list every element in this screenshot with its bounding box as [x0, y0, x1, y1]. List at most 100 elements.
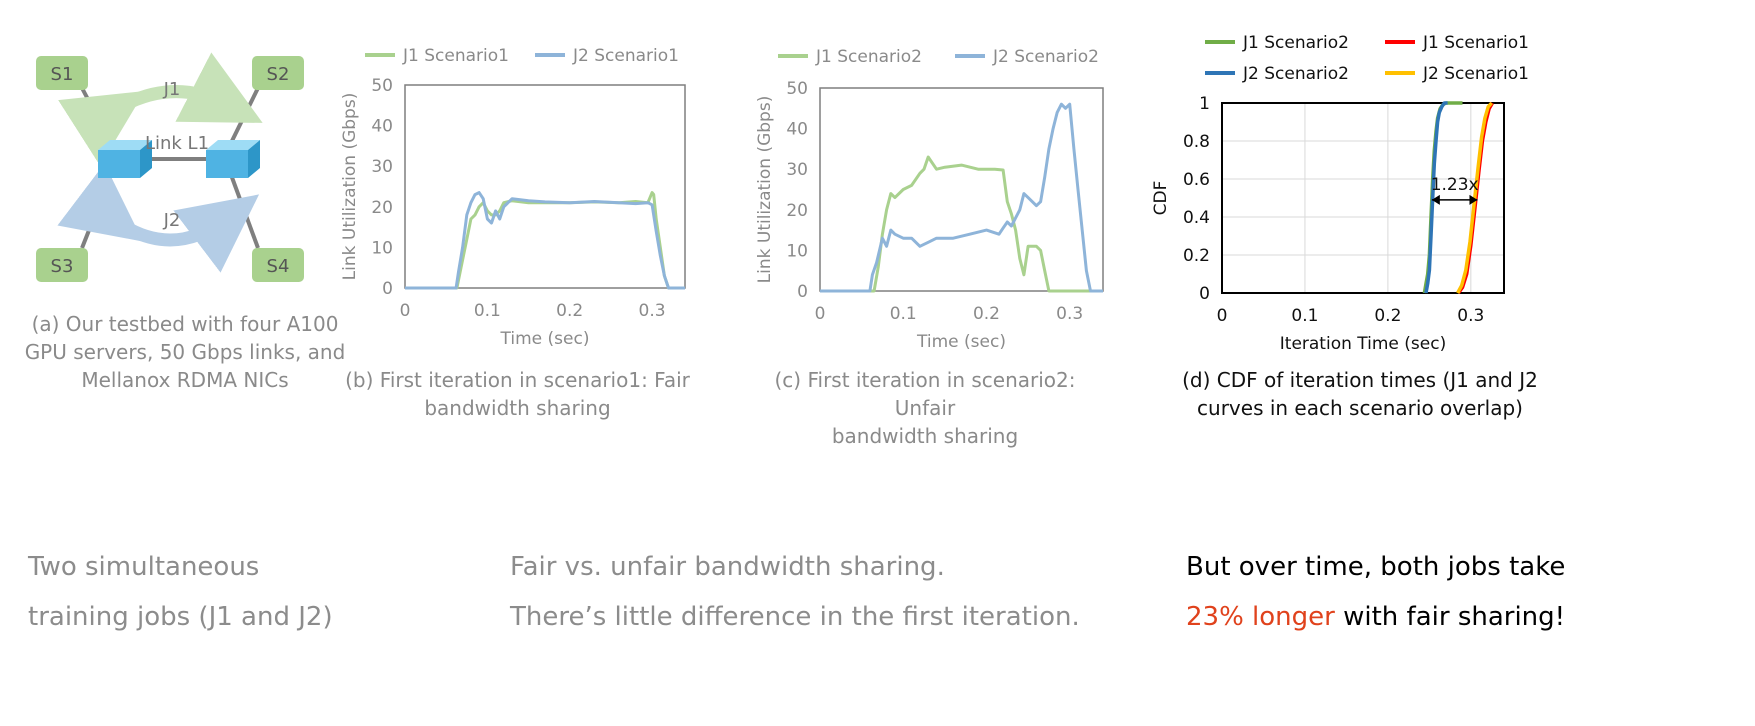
chart-c-xtick-0: 0 — [815, 304, 826, 324]
chart-c-ytick-4: 40 — [786, 120, 808, 140]
caption-d-line1: (d) CDF of iteration times (J1 and J2 — [1182, 368, 1538, 392]
footer-right-bold: both jobs — [1380, 552, 1501, 582]
caption-b: (b) First iteration in scenario1: Fair b… — [340, 366, 695, 422]
chart-c-series-line-1 — [820, 102, 1103, 293]
caption-b-line2: bandwidth sharing — [424, 396, 611, 420]
link-s2-switch — [228, 87, 260, 146]
chart-d-legend-label-0: J1 Scenario2 — [1242, 33, 1349, 53]
chart-b-ytick-0: 0 — [382, 279, 393, 299]
chart-b-xtick-1: 0.1 — [474, 301, 501, 321]
caption-c-line2: bandwidth sharing — [831, 424, 1019, 448]
caption-a-line3: Mellanox RDMA NICs — [81, 368, 289, 392]
caption-d-line2: curves in each scenario overlap) — [1197, 396, 1523, 420]
server-s3 — [36, 248, 88, 282]
chart-b-ylabel: Link Utilization (Gbps) — [340, 93, 360, 281]
server-s2 — [252, 56, 304, 90]
chart-c-ytick-3: 30 — [786, 160, 808, 180]
caption-a-line1: (a) Our testbed with four A100 — [31, 312, 339, 336]
testbed-diagram: S1 S2 S3 S4 J1 J2 Link L1 — [36, 52, 304, 282]
footer-right: But over time, both jobs take 23% longer… — [1186, 542, 1565, 642]
chart-d-annotation-head-left — [1431, 194, 1440, 205]
chart-b-series-line-1 — [405, 191, 685, 290]
footer-middle-line1: Fair vs. unfair bandwidth sharing. — [510, 552, 945, 582]
server-s1 — [36, 56, 88, 90]
footer-left-line1: Two simultaneous — [28, 552, 260, 582]
chart-d-xtick-0: 0 — [1217, 306, 1228, 326]
caption-b-line1: (b) First iteration in scenario1: Fair — [345, 368, 690, 392]
chart-c-series-line-0 — [820, 155, 1103, 293]
chart-b-ytick-5: 50 — [371, 76, 393, 96]
chart-b-legend-label-0: J1 Scenario1 — [402, 46, 509, 66]
job2-label: J2 — [163, 210, 181, 231]
link-s3-switch — [80, 171, 114, 249]
chart-c-legend-label-0: J1 Scenario2 — [815, 47, 922, 67]
link-l1-label: Link L1 — [145, 133, 209, 154]
chart-b-ytick-2: 20 — [371, 198, 393, 218]
chart-c-ytick-1: 10 — [786, 241, 808, 261]
chart-c-xtick-3: 0.3 — [1056, 304, 1083, 324]
chart-d-xlabel: Iteration Time (sec) — [1280, 334, 1446, 354]
caption-d: (d) CDF of iteration times (J1 and J2 cu… — [1170, 366, 1550, 422]
chart-c-plot-frame — [819, 87, 1104, 292]
switch-left-icon — [98, 140, 152, 178]
chart-c-xtick-1: 0.1 — [890, 304, 917, 324]
footer-right-accent: 23% longer — [1186, 602, 1335, 632]
chart-c-ytick-5: 50 — [786, 79, 808, 99]
chart-d-annotation-head-right — [1469, 194, 1478, 205]
footer-right-part1: But over time, — [1186, 552, 1381, 582]
chart-c-ytick-0: 0 — [797, 282, 808, 302]
chart-b-xlabel: Time (sec) — [500, 329, 590, 349]
chart-b-ytick-3: 30 — [371, 157, 393, 177]
footer-middle-line2: There’s little difference in the first i… — [510, 602, 1080, 632]
chart-c-legend-label-1: J2 Scenario2 — [992, 47, 1099, 67]
footer-right-part2: take — [1500, 552, 1566, 582]
server-s3-label: S3 — [51, 256, 74, 277]
footer-left-line2: training jobs (J1 and J2) — [28, 602, 333, 632]
chart-d-xtick-1: 0.1 — [1291, 306, 1318, 326]
chart-d-series-line-3 — [1456, 101, 1493, 294]
chart-d-legend-label-3: J2 Scenario1 — [1422, 64, 1529, 84]
link-s1-switch — [80, 87, 114, 146]
chart-c-xtick-2: 0.2 — [973, 304, 1000, 324]
job1-label: J1 — [163, 79, 181, 100]
footer-right-line1: But over time, both jobs take — [1186, 542, 1565, 592]
switch-right-icon — [206, 140, 260, 178]
chart-d-ytick-4: 0.8 — [1183, 132, 1210, 152]
job1-arrow-icon — [58, 52, 263, 166]
chart-d-series-line-2 — [1424, 101, 1448, 294]
chart-c-ylabel: Link Utilization (Gbps) — [755, 96, 775, 284]
chart-d-ylabel: CDF — [1151, 181, 1171, 216]
chart-b-ytick-4: 40 — [371, 117, 393, 137]
chart-c-ytick-2: 20 — [786, 201, 808, 221]
footer-right-part3: with fair sharing! — [1334, 602, 1566, 632]
chart-c-xlabel: Time (sec) — [916, 332, 1006, 352]
footer-middle: Fair vs. unfair bandwidth sharing. There… — [510, 542, 1080, 642]
chart-b: 0 10 20 30 40 50 0 0.1 0.2 0.3 Time (sec) Link Util… — [340, 46, 686, 349]
chart-d-ytick-3: 0.6 — [1183, 170, 1210, 190]
server-s4-label: S4 — [267, 256, 290, 277]
caption-c-line1: (c) First iteration in scenario2: Unfair — [774, 368, 1076, 420]
chart-d-legend-label-1: J1 Scenario1 — [1422, 33, 1529, 53]
caption-c: (c) First iteration in scenario2: Unfair… — [745, 366, 1105, 450]
chart-b-xtick-3: 0.3 — [639, 301, 666, 321]
chart-b-xtick-0: 0 — [400, 301, 411, 321]
server-s4 — [252, 248, 304, 282]
chart-c: 0 10 20 30 40 50 0 0.1 0.2 0.3 Time (sec) Link Util… — [755, 47, 1104, 352]
caption-a-line2: GPU servers, 50 Gbps links, and — [24, 340, 346, 364]
server-s1-label: S1 — [51, 64, 74, 85]
job2-arrow-icon — [57, 163, 260, 273]
chart-d-xtick-3: 0.3 — [1457, 306, 1484, 326]
chart-d-legend-label-2: J2 Scenario2 — [1242, 64, 1349, 84]
chart-d-ytick-2: 0.4 — [1183, 208, 1210, 228]
chart-d-ytick-0: 0 — [1199, 284, 1210, 304]
footer-left: Two simultaneous training jobs (J1 and J… — [28, 542, 333, 642]
caption-a: (a) Our testbed with four A100 GPU serve… — [20, 310, 350, 394]
chart-d: 0 0.2 0.4 0.6 0.8 1 0 0.1 0.2 0.3 Iteration Time (… — [1151, 33, 1529, 354]
link-s4-switch — [228, 171, 260, 249]
chart-d-xtick-2: 0.2 — [1374, 306, 1401, 326]
chart-b-xtick-2: 0.2 — [556, 301, 583, 321]
chart-b-plot-frame — [404, 84, 686, 289]
chart-d-plot-frame — [1221, 102, 1505, 294]
chart-d-ytick-5: 1 — [1199, 94, 1210, 114]
server-s2-label: S2 — [267, 64, 290, 85]
